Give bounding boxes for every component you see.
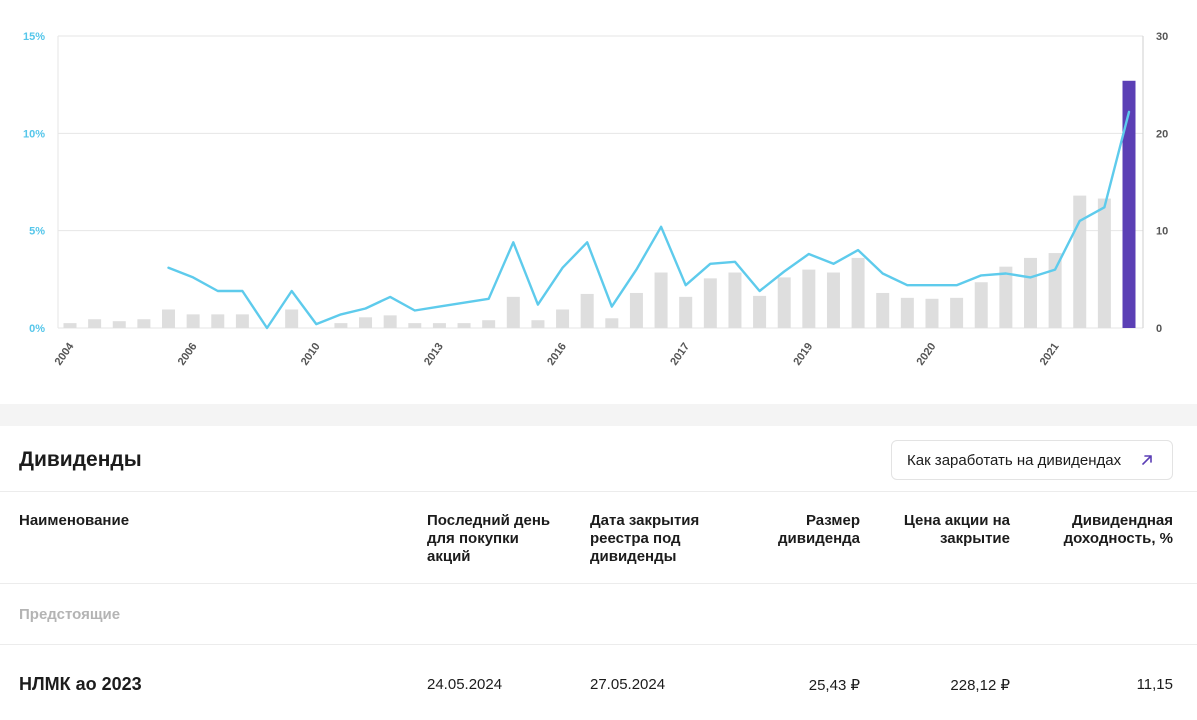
bar: [654, 272, 668, 328]
bar: [728, 272, 742, 328]
y-right-tick-label: 10: [1156, 226, 1168, 238]
yield-line: [167, 110, 1131, 330]
x-tick-label: 2020: [915, 341, 939, 368]
bar: [88, 319, 102, 328]
dividends-table-header: Наименование Последний день для покупки …: [0, 492, 1197, 584]
bar: [777, 277, 791, 328]
arrow-up-right-icon: [1142, 455, 1152, 465]
dividends-section: Дивиденды Как заработать на дивидендах Н…: [0, 426, 1197, 720]
y-right-tick-label: 30: [1156, 31, 1168, 43]
bar: [506, 296, 520, 328]
x-tick-label: 2019: [791, 341, 815, 368]
row-name: НЛМК ао 2023: [19, 674, 142, 694]
row-amount: 25,43 ₽: [808, 677, 860, 694]
header-amount: Размер дивиденда: [778, 512, 860, 547]
bar: [359, 317, 373, 328]
x-tick-label: 2006: [176, 341, 200, 368]
bar: [925, 298, 939, 328]
bar: [432, 323, 446, 328]
x-tick-label: 2017: [668, 341, 692, 368]
x-tick-label: 2010: [299, 341, 323, 368]
row-last-day: 24.05.2024: [427, 676, 503, 693]
bar: [408, 323, 422, 328]
x-tick-label: 2021: [1038, 341, 1062, 368]
bar: [876, 292, 890, 328]
bar: [999, 266, 1013, 328]
y-left-tick-label: 5%: [29, 226, 45, 238]
bar: [334, 323, 348, 328]
bar: [137, 319, 151, 328]
bar: [1048, 253, 1062, 328]
bar: [900, 297, 914, 328]
bar: [531, 320, 545, 328]
y-right-tick-label: 20: [1156, 128, 1168, 140]
bar: [753, 295, 767, 328]
bar-highlighted: [1122, 80, 1136, 328]
bar: [629, 292, 643, 328]
bar: [383, 315, 397, 328]
how-to-earn-dividends-button[interactable]: Как заработать на дивидендах: [891, 440, 1173, 480]
bar: [235, 314, 249, 328]
y-left-tick-label: 10%: [23, 128, 45, 140]
bar: [802, 269, 816, 328]
bar: [63, 323, 77, 328]
bar: [211, 314, 225, 328]
bar: [1097, 198, 1111, 328]
bar: [112, 321, 126, 328]
bar: [974, 282, 988, 328]
row-yield: 11,15: [1136, 676, 1173, 693]
bar: [605, 318, 619, 328]
x-tick-label: 2016: [545, 341, 569, 368]
bar: [679, 296, 693, 328]
bar: [482, 320, 496, 328]
bar: [580, 293, 594, 328]
x-tick-label: 2013: [422, 341, 446, 368]
dividend-chart-svg: 0% 5% 10% 15% 0 10 20 30 2004 2006 2010 2013 2016 201…: [23, 31, 1168, 368]
header-yield: Дивидендная доходность, %: [1063, 512, 1173, 547]
y-left-tick-label: 0%: [29, 323, 45, 335]
bar: [826, 272, 840, 328]
bar: [1023, 257, 1037, 328]
bar: [556, 309, 570, 328]
dividend-chart: 0% 5% 10% 15% 0 10 20 30 2004 2006 2010 2013 2016 201…: [22, 31, 1169, 368]
header-close-price: Цена акции на закрытие: [903, 512, 1010, 547]
bar: [851, 257, 865, 328]
bar: [285, 309, 299, 328]
bar: [186, 314, 200, 328]
header-record-date: Дата закрытия реестра под дивиденды: [590, 512, 700, 565]
upcoming-group: Предстоящие: [0, 584, 1197, 645]
header-last-day: Последний день для покупки акций: [427, 512, 551, 565]
dividends-header: Дивиденды Как заработать на дивидендах: [0, 426, 1197, 492]
bar: [950, 297, 964, 328]
header-name: Наименование: [19, 512, 130, 529]
y-right-tick-label: 0: [1156, 323, 1162, 335]
row-close-price: 228,12 ₽: [950, 677, 1010, 694]
dividends-title: Дивиденды: [19, 448, 142, 471]
how-to-earn-dividends-label: Как заработать на дивидендах: [907, 451, 1122, 469]
bar: [1073, 195, 1087, 328]
bar: [162, 309, 176, 328]
bar: [457, 323, 471, 328]
bar: [703, 278, 717, 328]
section-separator: [0, 404, 1197, 426]
x-tick-label: 2004: [53, 340, 77, 368]
upcoming-group-label: Предстоящие: [19, 606, 121, 623]
row-record-date: 27.05.2024: [590, 676, 666, 693]
table-row[interactable]: НЛМК ао 2023 24.05.2024 27.05.2024 25,43…: [0, 645, 1197, 720]
y-left-tick-label: 15%: [23, 31, 45, 43]
